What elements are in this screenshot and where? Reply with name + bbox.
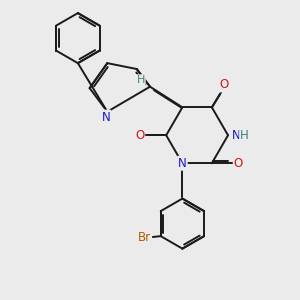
Text: H: H xyxy=(240,129,249,142)
Text: N: N xyxy=(232,129,241,142)
Text: O: O xyxy=(220,78,229,92)
Text: N: N xyxy=(178,157,187,170)
Text: O: O xyxy=(234,157,243,170)
Text: N: N xyxy=(101,110,110,124)
Text: O: O xyxy=(135,129,144,142)
Text: H: H xyxy=(136,75,145,85)
Text: Br: Br xyxy=(138,231,151,244)
